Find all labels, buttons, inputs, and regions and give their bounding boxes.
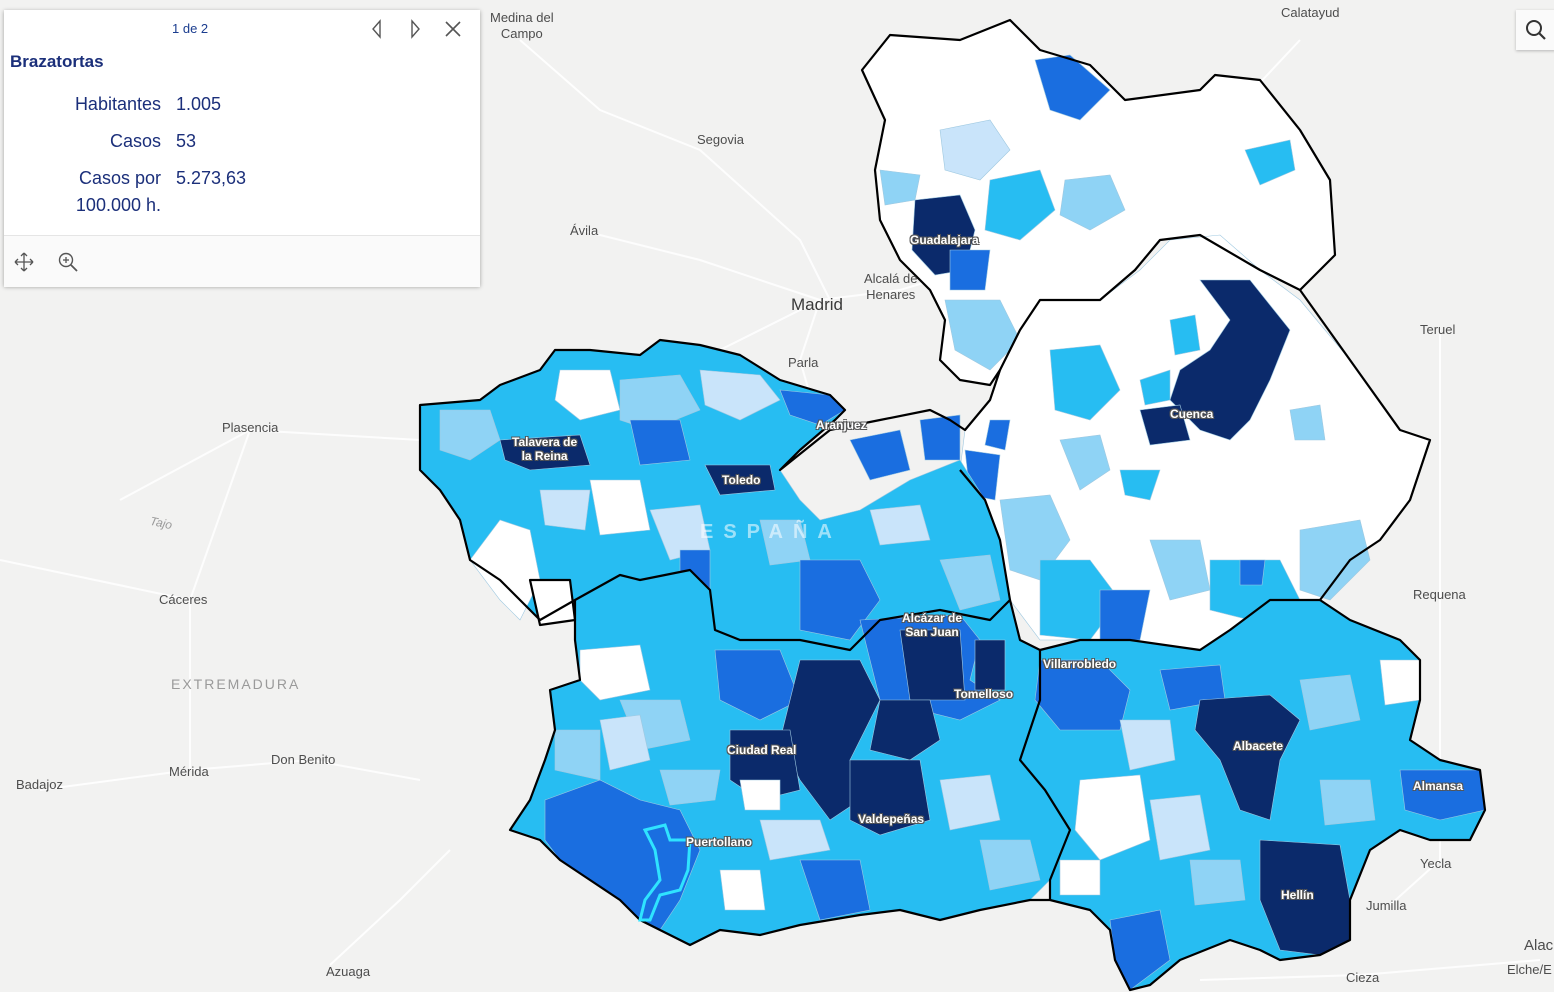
close-icon	[445, 21, 461, 37]
field-value: 1.005	[176, 94, 222, 114]
place-label-donbenito: Don Benito	[271, 752, 336, 767]
place-label-azuaga: Azuaga	[326, 964, 371, 979]
place-label-medina: Medina del Campo	[490, 10, 554, 41]
field-label: Casos por 100.000 h.	[75, 168, 161, 215]
field-value: 5.273,63	[176, 168, 247, 188]
popup-footer	[4, 235, 480, 287]
map-label-toledo: Toledo	[722, 473, 761, 487]
pan-to-button[interactable]	[12, 250, 36, 274]
place-label-extremadura: EXTREMADURA	[171, 676, 301, 692]
map-label-valdepenas: Valdepeñas	[858, 812, 925, 826]
place-label-alac: Alac	[1524, 937, 1554, 954]
map-label-albacete: Albacete	[1233, 739, 1284, 753]
field-label: Habitantes	[74, 94, 161, 114]
map-label-cuenca: Cuenca	[1170, 407, 1214, 421]
popup-pager: 1 de 2	[172, 21, 209, 36]
map-label-ciudadreal: Ciudad Real	[727, 743, 797, 757]
close-popup-button[interactable]	[442, 18, 464, 40]
map-label-alcazar: Alcázar de San Juan	[902, 611, 963, 639]
place-label-parla: Parla	[788, 355, 819, 370]
place-label-yecla: Yecla	[1420, 856, 1452, 871]
popup-header: 1 de 2	[4, 10, 480, 48]
chevron-right-icon	[411, 19, 420, 39]
map-label-almansa: Almansa	[1413, 779, 1464, 793]
place-label-badajoz: Badajoz	[16, 777, 63, 792]
place-label-cieza: Cieza	[1346, 970, 1380, 985]
map-label-puertollano: Puertollano	[686, 835, 753, 849]
map-label-hellin: Hellín	[1281, 888, 1314, 902]
place-label-alcala: Alcalá de Henares	[864, 271, 918, 302]
place-label-segovia: Segovia	[697, 132, 744, 147]
place-label-plasencia: Plasencia	[222, 420, 279, 435]
zoom-in-icon	[58, 252, 78, 272]
chevron-left-icon	[372, 19, 381, 39]
next-feature-button[interactable]	[404, 18, 426, 40]
place-label-elche: Elche/E	[1507, 962, 1552, 977]
pan-icon	[14, 252, 34, 272]
place-label-merida: Mérida	[169, 764, 209, 779]
choropleth-fills	[419, 19, 1486, 991]
place-label-requena: Requena	[1413, 587, 1466, 602]
place-label-avila: Ávila	[570, 223, 599, 238]
map-label-tomelloso: Tomelloso	[954, 687, 1014, 701]
search-icon	[1526, 20, 1546, 40]
search-button[interactable]	[1516, 10, 1554, 50]
map-label-guadalajara: Guadalajara	[910, 233, 979, 247]
place-label-madrid: Madrid	[791, 295, 843, 314]
feature-popup: 1 de 2 Brazatortas Habitantes 1.005 Caso…	[4, 10, 480, 287]
popup-title: Brazatortas	[10, 52, 104, 71]
zoom-to-button[interactable]	[56, 250, 80, 274]
province-outlines	[418, 18, 1487, 992]
map-label-villarrobledo: Villarrobledo	[1043, 657, 1117, 671]
map-label-talavera: Talavera de la Reina	[512, 435, 578, 463]
selected-municipality-outline	[638, 823, 692, 922]
field-label: Casos	[109, 131, 161, 151]
place-label-espana: ESPAÑA	[700, 521, 842, 543]
place-label-calatayud: Calatayud	[1281, 5, 1340, 20]
previous-feature-button[interactable]	[366, 18, 388, 40]
map-label-aranjuez: Aranjuez	[816, 418, 867, 432]
place-label-jumilla: Jumilla	[1366, 898, 1407, 913]
place-label-caceres: Cáceres	[159, 592, 208, 607]
field-value: 53	[176, 131, 197, 151]
place-label-teruel: Teruel	[1420, 322, 1456, 337]
